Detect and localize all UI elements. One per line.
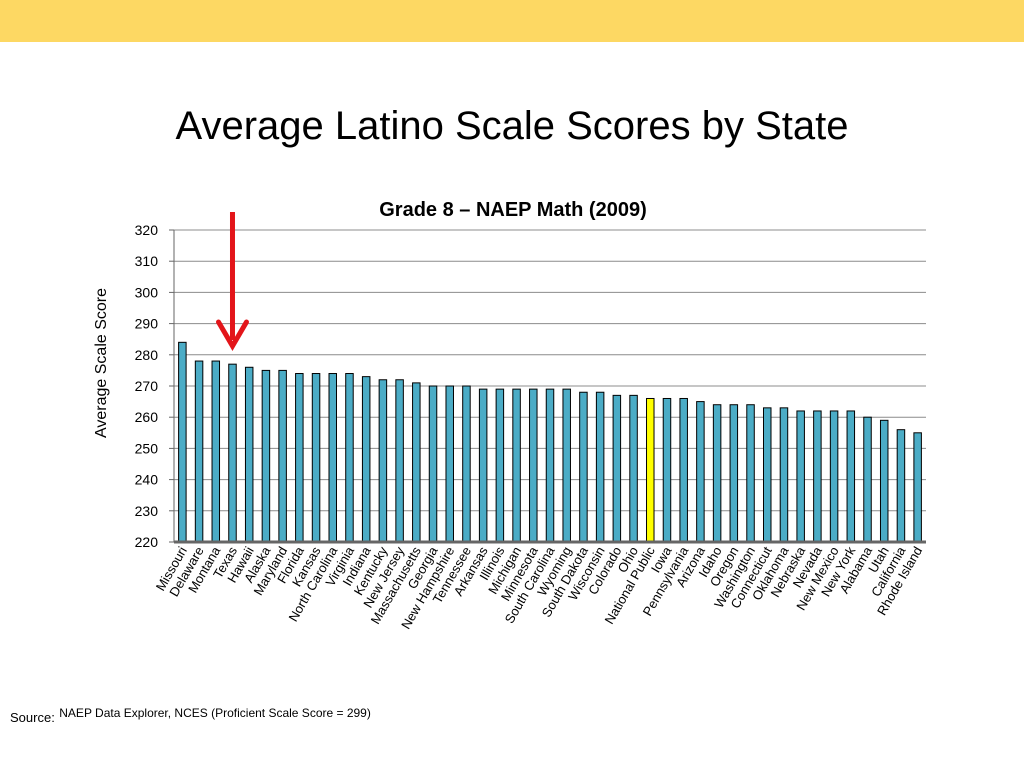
bar-alaska xyxy=(261,369,271,543)
source-label: Source: xyxy=(10,710,55,725)
bar-maryland xyxy=(278,369,287,543)
chart-title: Grade 8 – NAEP Math (2009) xyxy=(379,199,647,221)
bar-idaho xyxy=(712,404,722,543)
y-tick-label: 300 xyxy=(135,284,159,300)
bar-missouri xyxy=(178,341,187,543)
bar-minnesota xyxy=(529,388,538,543)
bar-new-hampshire xyxy=(445,385,454,543)
bar-nevada xyxy=(813,410,822,543)
bar-oklahoma xyxy=(779,407,789,543)
bar-wisconsin xyxy=(595,391,605,543)
red-arrow xyxy=(215,212,249,351)
slide-title: Average Latino Scale Scores by State xyxy=(175,104,849,148)
axes xyxy=(173,230,926,544)
bar-montana xyxy=(211,360,221,543)
bar-kansas xyxy=(311,373,321,543)
source-note: Source: NAEP Data Explorer, NCES (Profic… xyxy=(10,704,371,725)
bar-washington xyxy=(746,404,755,543)
bar-illinois xyxy=(495,388,505,543)
bar-michigan xyxy=(512,388,521,543)
y-tick-label: 290 xyxy=(135,316,159,332)
y-tick-label: 270 xyxy=(135,378,159,394)
y-tick-label: 240 xyxy=(135,472,159,488)
bar-wyoming xyxy=(562,388,571,543)
bar-kentucky xyxy=(378,379,388,543)
bar-delaware xyxy=(194,360,204,543)
bar-colorado xyxy=(612,394,622,543)
bar-new-mexico xyxy=(829,410,839,543)
bar-hawaii xyxy=(244,366,254,543)
y-tick-label: 310 xyxy=(135,253,159,269)
bar-massachusetts xyxy=(412,382,421,543)
bar-pennsylvania xyxy=(679,397,688,543)
y-axis-label: Average Scale Score xyxy=(93,288,110,438)
x-axis-ticks: MissouriDelawareMontanaTexasHawaiiAlaska… xyxy=(153,543,925,631)
bar-south-dakota xyxy=(579,391,588,543)
bar-indiana xyxy=(361,376,371,543)
y-tick-label: 230 xyxy=(135,503,159,519)
bar-virginia xyxy=(345,373,354,543)
bars xyxy=(178,341,922,543)
bar-utah xyxy=(879,419,889,543)
y-tick-label: 320 xyxy=(135,222,159,238)
bar-ohio xyxy=(629,394,638,543)
bar-california xyxy=(896,429,906,543)
y-tick-label: 280 xyxy=(135,347,159,363)
bar-oregon xyxy=(729,404,739,543)
bar-north-carolina xyxy=(328,373,338,543)
bar-georgia xyxy=(428,385,438,543)
bar-tennessee xyxy=(462,385,471,543)
bar-arkansas xyxy=(478,388,488,543)
bar-nebraska xyxy=(796,410,805,543)
bar-rhode-island xyxy=(913,432,922,543)
bar-alabama xyxy=(863,416,872,543)
bar-texas xyxy=(228,363,237,543)
y-tick-label: 250 xyxy=(135,440,159,456)
bar-new-jersey xyxy=(395,379,404,543)
y-tick-label: 260 xyxy=(135,409,159,425)
bar-national-public xyxy=(646,397,655,543)
y-axis-ticks: 220 230 240 250 260 270 280 290 300 310 320 xyxy=(135,222,159,550)
source-text: NAEP Data Explorer, NCES (Proficient Sca… xyxy=(59,706,371,720)
y-tick-label: 220 xyxy=(135,534,159,550)
bar-south-carolina xyxy=(545,388,555,543)
bar-connecticut xyxy=(762,407,772,543)
bar-arizona xyxy=(696,401,705,543)
bar-florida xyxy=(295,373,304,543)
bar-new-york xyxy=(846,410,856,543)
top-banner xyxy=(0,0,1024,42)
arrow-head xyxy=(215,319,249,351)
bar-iowa xyxy=(662,397,672,543)
